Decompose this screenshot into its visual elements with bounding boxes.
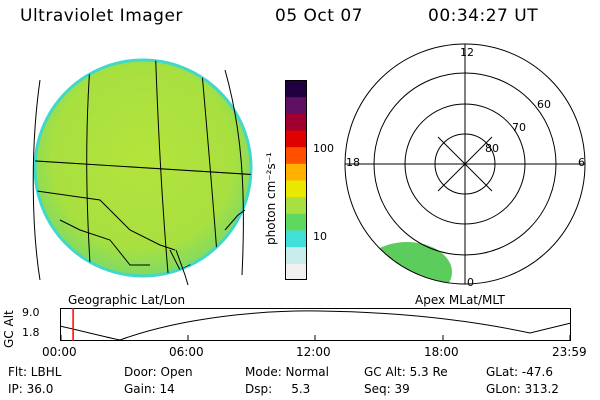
colorbar-band xyxy=(285,263,307,281)
colorbar-band xyxy=(285,230,307,248)
status-gcalt: GC Alt: 5.3 Re xyxy=(364,365,448,379)
colorbar-band xyxy=(285,96,307,114)
right-panel-caption: Apex MLat/MLT xyxy=(415,293,505,307)
colorbar xyxy=(285,80,307,281)
altitude-tick-min: 1.8 xyxy=(22,326,40,339)
status-glat: GLat: -47.6 xyxy=(486,365,553,379)
meridian-line xyxy=(32,79,41,281)
colorbar-band xyxy=(285,196,307,214)
x-tick-1200: 12:00 xyxy=(296,345,331,359)
status-ip: IP: 36.0 xyxy=(8,382,54,396)
left-panel-caption: Geographic Lat/Lon xyxy=(68,293,186,307)
date-label: 05 Oct 07 xyxy=(275,6,363,26)
x-tick-0000: 00:00 xyxy=(42,345,77,359)
mlt-label-6: 6 xyxy=(578,156,585,169)
status-door: Door: Open xyxy=(124,365,193,379)
lat-label-80: 80 xyxy=(485,142,499,155)
coastline xyxy=(59,219,150,266)
colorbar-band xyxy=(285,80,307,98)
mlt-label-12: 12 xyxy=(460,46,474,59)
status-seq: Seq: 39 xyxy=(364,382,410,396)
polar-mlt-plot xyxy=(344,43,586,285)
status-mode: Mode: Normal xyxy=(245,365,329,379)
status-gain: Gain: 14 xyxy=(124,382,175,396)
mlt-label-18: 18 xyxy=(346,156,360,169)
time-label: 00:34:27 UT xyxy=(428,6,539,26)
altitude-tick-max: 9.0 xyxy=(22,306,40,319)
coastline xyxy=(224,209,246,231)
meridian-line xyxy=(224,69,244,276)
coastline xyxy=(35,189,176,251)
colorbar-gradient xyxy=(285,80,307,281)
diagonal-line xyxy=(437,136,493,192)
colorbar-band xyxy=(285,130,307,148)
status-flt: Flt: LBHL xyxy=(8,365,62,379)
colorbar-band xyxy=(285,113,307,131)
altitude-curve xyxy=(60,310,572,341)
colorbar-unit-label: photon cm⁻²s⁻¹ xyxy=(264,152,278,245)
mlt-label-0: 0 xyxy=(467,276,474,289)
meridian-line xyxy=(154,60,171,276)
colorbar-band xyxy=(285,180,307,198)
status-dsp: Dsp: 5.3 xyxy=(245,382,311,396)
colorbar-band xyxy=(285,246,307,264)
coastline xyxy=(175,249,189,286)
altitude-timeline xyxy=(60,308,572,341)
colorbar-band xyxy=(285,146,307,164)
instrument-title: Ultraviolet Imager xyxy=(20,6,183,26)
lat-label-70: 70 xyxy=(512,121,526,134)
colorbar-band xyxy=(285,163,307,181)
x-tick-2359: 23:59 xyxy=(552,345,587,359)
colorbar-band xyxy=(285,213,307,231)
colorbar-frame xyxy=(285,80,307,280)
lat-label-60: 60 xyxy=(537,98,551,111)
colorbar-tick-10: 10 xyxy=(313,230,327,243)
altitude-axis-label: GC Alt xyxy=(2,310,16,348)
x-tick-1800: 18:00 xyxy=(424,345,459,359)
colorbar-tick-100: 100 xyxy=(313,142,334,155)
parallel-line xyxy=(35,159,251,176)
status-glon: GLon: 313.2 xyxy=(486,382,559,396)
x-tick-0600: 06:00 xyxy=(169,345,204,359)
geographic-image-panel xyxy=(32,58,253,286)
